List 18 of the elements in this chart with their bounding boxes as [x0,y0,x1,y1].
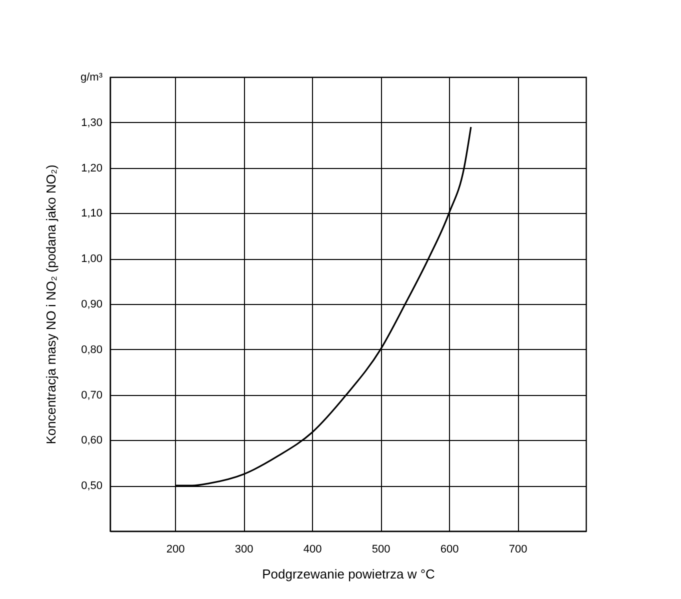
x-tick-label: 400 [303,544,322,556]
x-tick-label: 300 [234,544,254,556]
y-tick-label: 0,50 [81,480,102,492]
y-tick-label: 0,70 [81,389,102,402]
x-tick-label: 700 [508,544,528,556]
y-tick-label: 0,80 [81,344,102,356]
x-tick-label: 200 [166,544,185,556]
y-tick-label: 1,30 [81,116,102,129]
x-axis-title: Podgrzewanie powietrza w °C [262,566,435,582]
y-tick-label: g/m³ [80,72,103,84]
x-tick-label: 500 [372,544,390,556]
y-tick-label: 1,00 [81,253,102,266]
y-axis-title: Koncentracja masy NO i NO₂ (podana jako NO₂) [44,164,58,444]
x-tick-label: 600 [440,544,459,556]
y-tick-label: 1,10 [81,208,102,220]
y-tick-label: 0,60 [81,434,102,447]
y-tick-label: 0,90 [81,298,102,310]
y-tick-label: 1,20 [81,162,102,174]
